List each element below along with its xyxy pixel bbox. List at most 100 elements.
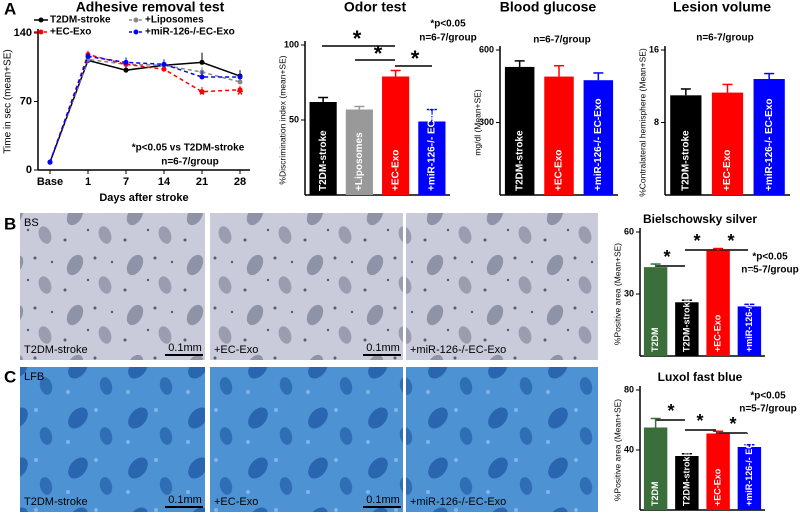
x-tick-label: 21	[196, 176, 208, 188]
point	[161, 66, 167, 72]
x-tick-label: T2DM-stroke	[681, 451, 691, 506]
point	[199, 74, 205, 80]
x-tick-label: +EC-Exo	[554, 150, 565, 191]
y-tick-label: 0	[26, 164, 32, 176]
y-tick-label: 60	[624, 226, 634, 236]
x-tick-label: T2DM	[650, 482, 660, 507]
bar	[675, 456, 699, 510]
annotation: *	[663, 247, 670, 267]
y-tick-label: 80	[624, 384, 634, 394]
annotation: n=5-7/group	[741, 265, 799, 276]
chart-title: Odor test	[344, 0, 407, 15]
bar	[418, 121, 446, 195]
x-tick-label: +miR-126-/- EC-Exo	[744, 422, 754, 506]
annotation: *p<0.05 vs T2DM-stroke	[132, 143, 245, 154]
series-line	[49, 58, 241, 163]
micrographs: T2DM-stroke 0.1mm +EC-Exo 0.1mm +miR-126-/-E…	[20, 213, 598, 512]
bar	[675, 302, 699, 356]
legend-marker	[38, 17, 44, 23]
x-tick-label: T2DM-stroke	[514, 130, 525, 191]
bar	[345, 109, 373, 195]
y-tick-label: 30	[624, 288, 634, 298]
y-tick-label: 8	[654, 117, 659, 127]
point	[237, 74, 243, 80]
scale-bar-label: 0.1mm	[366, 342, 400, 354]
annotation: *	[693, 231, 700, 251]
x-tick-label: T2DM-stroke	[318, 130, 329, 191]
x-tick-label: 28	[234, 176, 246, 188]
legend-marker	[133, 17, 139, 23]
chart-title: Bielschowsky silver	[643, 212, 757, 226]
legend-label: +EC-Exo	[50, 27, 91, 38]
micrograph	[406, 367, 598, 512]
annotation: *	[667, 401, 674, 421]
bar	[643, 267, 668, 356]
y-axis-label: Time in sec (mean+SE)	[3, 49, 14, 153]
y-axis-label: %Contralateral hemisphere (Mean+SE)	[637, 48, 647, 197]
stain-label: LFB	[24, 371, 44, 383]
image-caption: T2DM-stroke	[24, 344, 88, 356]
y-axis-label: %Discrimination index (mean+SE)	[277, 55, 287, 184]
bar	[737, 447, 762, 510]
point	[199, 89, 205, 95]
annotation: *	[353, 26, 362, 51]
annotation: *p<0.05	[752, 252, 788, 263]
x-axis-label: Days after stroke	[99, 192, 188, 204]
y-tick-label: 140	[14, 27, 32, 39]
x-tick-label: +miR-126-/- EC-Exo	[593, 98, 604, 191]
legend-marker	[133, 29, 139, 35]
scale-bar-label: 0.1mm	[168, 342, 202, 354]
micrograph	[20, 213, 205, 360]
micrograph	[20, 367, 205, 512]
y-tick-label: 100	[284, 39, 299, 49]
bar	[711, 92, 744, 195]
point	[237, 87, 243, 93]
annotation: *	[727, 231, 734, 251]
point	[237, 79, 243, 85]
annotation: *	[237, 87, 244, 104]
point	[199, 59, 205, 65]
x-tick-label: +miR-126-/- EC-Exo	[427, 98, 438, 191]
panel-label: A	[4, 0, 16, 18]
annotation: *	[411, 46, 420, 71]
chart-title: Luxol fast blue	[658, 370, 743, 384]
micrograph	[406, 213, 598, 360]
y-axis-label: mg/dl (Mean+SE)	[472, 89, 482, 156]
point	[47, 159, 53, 165]
point	[85, 53, 91, 59]
x-tick-label: 14	[158, 176, 171, 188]
image-caption: +EC-Exo	[214, 496, 258, 508]
image-caption: +miR-126-/-EC-Exo	[410, 496, 506, 508]
annotation: n=6-7/group	[161, 157, 219, 168]
panel-label: C	[4, 367, 16, 386]
panel-label: B	[4, 214, 16, 233]
annotation: *	[199, 87, 206, 104]
stain-label: BS	[24, 217, 39, 229]
y-axis-label: %Positive area (Mean+SE)	[612, 243, 622, 345]
x-tick-label: 1	[85, 176, 91, 188]
y-tick-label: 16	[649, 44, 659, 54]
chart-title: Lesion volume	[673, 0, 771, 15]
micrograph	[210, 367, 403, 512]
y-axis-label: %Positive area (Mean+SE)	[612, 399, 622, 501]
x-tick-label: T2DM-stroke	[681, 297, 691, 352]
bar	[544, 76, 574, 195]
annotation: *	[696, 411, 703, 431]
annotation: *	[374, 41, 383, 66]
series-line	[49, 55, 240, 163]
bar	[643, 427, 668, 510]
micrograph	[210, 213, 403, 360]
y-tick-label: 70	[20, 95, 32, 107]
annotation: *p<0.05	[430, 19, 466, 30]
legend-label: +Liposomes	[145, 15, 204, 26]
x-tick-label: T2DM-stroke	[680, 130, 691, 191]
y-tick-label: 40	[624, 444, 634, 454]
point	[161, 61, 167, 67]
annotation: *p<0.05	[750, 391, 786, 402]
bar	[706, 433, 730, 510]
y-tick-label: 50	[289, 114, 299, 124]
annotation: n=6-7/group	[696, 33, 754, 44]
chart-title: Adhesive removal test	[76, 0, 225, 15]
